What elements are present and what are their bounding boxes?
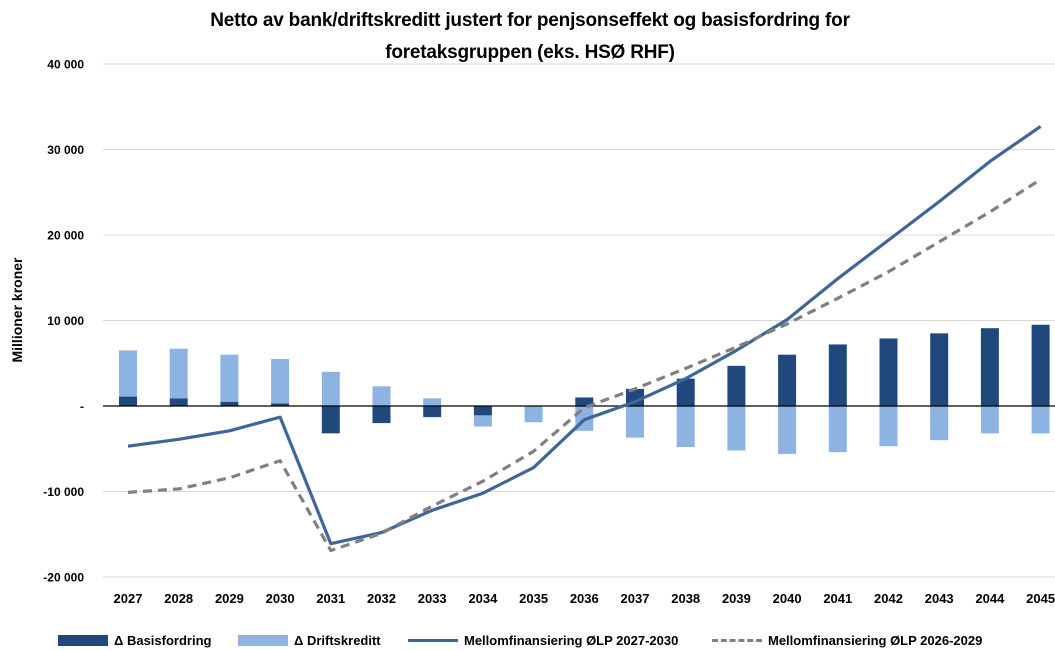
bar-basisfordring (879, 338, 898, 406)
chart-title-line-2: foretaksgruppen (eks. HSØ RHF) (385, 42, 675, 63)
x-tick-label: 2031 (316, 591, 345, 606)
bar-driftskreditt (980, 406, 999, 434)
x-tick-label: 2041 (823, 591, 852, 606)
x-tick-label: 2045 (1026, 591, 1055, 606)
y-tick-label: 30 000 (47, 143, 84, 157)
bars (119, 324, 1050, 454)
y-tick-label: 40 000 (47, 58, 84, 72)
bar-basisfordring (1031, 324, 1050, 406)
legend-label-line-2027-2030: Mellomfinansiering ØLP 2027-2030 (464, 632, 679, 648)
bar-driftskreditt (372, 386, 391, 406)
y-tick-label: -20 000 (43, 571, 84, 585)
legend-item-line-2027-2030: Mellomfinansiering ØLP 2027-2030 (408, 630, 678, 650)
x-tick-label: 2039 (722, 591, 751, 606)
bar-basisfordring (169, 398, 188, 406)
legend-swatch-driftskreditt (238, 634, 288, 646)
bar-driftskreditt (778, 406, 797, 454)
x-tick-labels: 2027 2028 2029 2030 2031 2032 2033 2034 2035 2036… (114, 591, 1055, 606)
bar-basisfordring (473, 406, 492, 416)
legend-item-line-2026-2029: Mellomfinansiering ØLP 2026-2029 (712, 630, 982, 650)
y-tick-label: 20 000 (47, 229, 84, 243)
bar-driftskreditt (119, 350, 137, 397)
x-tick-label: 2037 (621, 591, 650, 606)
bar-basisfordring (575, 397, 594, 406)
lines (127, 125, 1042, 553)
bar-basisfordring (372, 406, 391, 424)
bar-basisfordring (727, 365, 746, 406)
x-tick-label: 2032 (367, 591, 396, 606)
bar-basisfordring (980, 328, 999, 406)
bar-driftskreditt (423, 398, 442, 406)
bar-driftskreditt (727, 406, 746, 451)
x-tick-label: 2040 (773, 591, 802, 606)
bar-driftskreditt (879, 406, 898, 447)
bar-basisfordring (321, 406, 340, 434)
legend: Δ Basisfordring Δ Driftskreditt Mellomfi… (0, 630, 1055, 650)
x-tick-label: 2034 (468, 591, 498, 606)
bar-driftskreditt (828, 406, 847, 453)
x-tick-label: 2038 (671, 591, 700, 606)
chart-title-line-1: Netto av bank/driftskreditt justert for … (210, 10, 850, 31)
y-tick-label: 10 000 (47, 314, 84, 328)
legend-swatch-basisfordring (58, 634, 108, 646)
bar-basisfordring (220, 401, 239, 406)
x-tick-label: 2028 (164, 591, 193, 606)
legend-label-line-2026-2029: Mellomfinansiering ØLP 2026-2029 (768, 632, 983, 648)
bar-basisfordring (271, 403, 290, 406)
bar-driftskreditt (626, 406, 644, 438)
legend-swatch-line-2026-2029 (712, 638, 762, 642)
x-tick-label: 2043 (925, 591, 954, 606)
legend-label-driftskreditt: Δ Driftskreditt (294, 632, 381, 648)
line-series-2027-2030 (127, 125, 1042, 546)
bar-driftskreditt (321, 371, 340, 406)
bar-basisfordring (119, 396, 137, 406)
x-tick-label: 2036 (570, 591, 599, 606)
x-tick-label: 2029 (215, 591, 244, 606)
bar-basisfordring (930, 333, 949, 406)
bar-basisfordring (828, 344, 847, 406)
x-tick-label: 2027 (114, 591, 143, 606)
x-tick-label: 2030 (266, 591, 295, 606)
legend-swatch-line-2027-2030 (408, 638, 458, 642)
legend-item-driftskreditt: Δ Driftskreditt (238, 630, 381, 650)
legend-item-basisfordring: Δ Basisfordring (58, 630, 211, 650)
bar-basisfordring (423, 406, 442, 418)
line-series-2026-2029 (127, 178, 1042, 553)
x-tick-label: 2035 (519, 591, 548, 606)
y-tick-label: - (80, 400, 84, 414)
bar-driftskreditt (220, 354, 239, 402)
bar-driftskreditt (1031, 406, 1050, 434)
bar-driftskreditt (169, 348, 188, 399)
x-tick-label: 2033 (418, 591, 447, 606)
bar-driftskreditt (930, 406, 949, 441)
bar-driftskreditt (676, 406, 695, 448)
bar-basisfordring (778, 354, 797, 406)
legend-label-basisfordring: Δ Basisfordring (114, 632, 212, 648)
y-tick-labels: 40 000 30 000 20 000 10 000 - -10 000 -20 000 (43, 58, 84, 585)
bar-driftskreditt (473, 415, 492, 427)
x-tick-label: 2044 (975, 591, 1005, 606)
y-tick-label: -10 000 (43, 485, 84, 499)
bar-driftskreditt (524, 406, 543, 423)
bar-driftskreditt (271, 358, 290, 404)
bar-basisfordring (676, 378, 695, 406)
x-tick-label: 2042 (874, 591, 903, 606)
gridlines (103, 63, 1055, 578)
